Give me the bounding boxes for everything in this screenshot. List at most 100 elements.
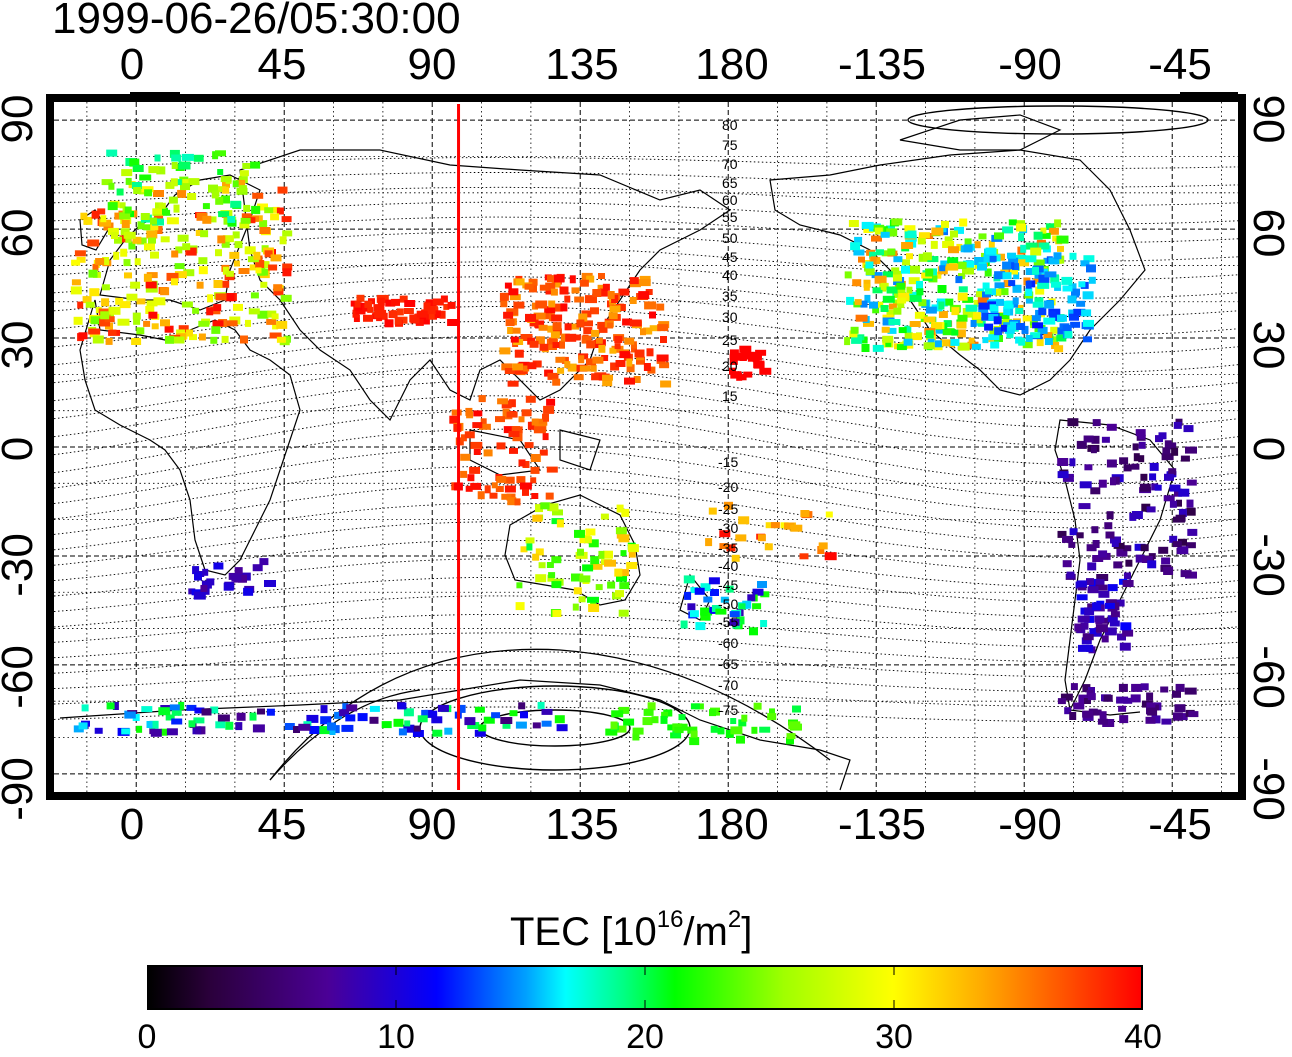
tec-cell bbox=[1090, 709, 1102, 716]
tec-cell bbox=[730, 726, 743, 735]
tec-cell bbox=[1088, 276, 1096, 284]
tec-cell bbox=[892, 270, 902, 278]
tec-cell bbox=[1171, 447, 1179, 456]
tec-cell bbox=[215, 186, 227, 193]
tec-cell bbox=[478, 423, 491, 430]
tec-cell bbox=[1057, 471, 1069, 479]
tec-cell bbox=[495, 486, 504, 492]
tec-cell bbox=[178, 161, 191, 170]
tec-cell bbox=[145, 285, 158, 293]
tec-cell bbox=[954, 262, 967, 270]
tec-cell bbox=[273, 288, 284, 296]
tec-cell bbox=[496, 442, 506, 450]
tec-cell bbox=[238, 268, 250, 274]
tec-cell bbox=[970, 320, 977, 327]
contour-label: 15 bbox=[722, 388, 738, 404]
tec-cell bbox=[440, 295, 448, 303]
tec-cell bbox=[998, 313, 1010, 319]
tec-cell bbox=[1069, 313, 1079, 321]
tec-cell bbox=[1094, 615, 1105, 623]
tec-cell bbox=[1069, 712, 1077, 720]
tec-cell bbox=[1012, 263, 1019, 271]
contour-label: -70 bbox=[718, 677, 739, 693]
tec-cell bbox=[512, 433, 523, 442]
tec-cell bbox=[531, 493, 539, 499]
tec-cell bbox=[121, 220, 130, 228]
tec-cell bbox=[516, 476, 526, 484]
tec-cell bbox=[757, 534, 766, 542]
top-tick-label: -45 bbox=[1148, 40, 1212, 89]
tec-cell bbox=[1033, 259, 1045, 266]
tec-cell bbox=[276, 207, 284, 215]
tec-cell bbox=[644, 301, 657, 310]
contour-label: -40 bbox=[718, 558, 739, 574]
tec-cell bbox=[397, 702, 407, 710]
tec-cell bbox=[1181, 713, 1188, 721]
tec-cell bbox=[1060, 693, 1073, 701]
tec-data-cells bbox=[70, 149, 1199, 746]
tec-cell bbox=[469, 466, 481, 474]
tec-cell bbox=[89, 288, 100, 297]
tec-cell bbox=[345, 714, 356, 722]
tec-cell bbox=[1082, 710, 1094, 718]
tec-cell bbox=[1131, 683, 1143, 692]
tec-cell bbox=[1061, 276, 1073, 285]
tec-cell bbox=[1073, 702, 1085, 710]
tec-cell bbox=[994, 327, 1003, 336]
tec-cell bbox=[182, 243, 191, 251]
tec-cell bbox=[120, 248, 128, 257]
tec-cell bbox=[250, 161, 261, 169]
top-tick-label: 135 bbox=[545, 40, 619, 89]
tec-cell bbox=[250, 292, 259, 299]
tec-cell bbox=[639, 279, 651, 287]
tec-cell bbox=[911, 333, 922, 341]
contour-label: -30 bbox=[718, 520, 739, 536]
tec-cell bbox=[687, 603, 696, 611]
tec-cell bbox=[684, 591, 692, 600]
tec-cell bbox=[177, 189, 187, 198]
tec-cell bbox=[241, 213, 252, 220]
tec-cell bbox=[1124, 572, 1131, 580]
tec-cell bbox=[1056, 314, 1067, 322]
tec-cell bbox=[759, 726, 771, 733]
tec-cell bbox=[451, 409, 462, 416]
tec-cell bbox=[587, 596, 599, 603]
tec-cell bbox=[1034, 272, 1042, 279]
tec-cell bbox=[284, 723, 295, 730]
tec-cell bbox=[211, 190, 219, 199]
tec-cell bbox=[624, 377, 635, 385]
tec-cell bbox=[1087, 603, 1097, 611]
tec-cell bbox=[545, 288, 556, 295]
tec-cell bbox=[1084, 464, 1093, 471]
tec-cell bbox=[109, 329, 117, 336]
tec-cell bbox=[539, 449, 548, 456]
tec-cell bbox=[941, 220, 949, 228]
tec-cell bbox=[626, 358, 633, 367]
tec-cell bbox=[131, 182, 142, 189]
tec-cell bbox=[264, 250, 273, 258]
tec-cell bbox=[478, 395, 486, 402]
tec-cell bbox=[615, 590, 624, 598]
tec-cell bbox=[680, 620, 688, 629]
tec-cell bbox=[1016, 223, 1027, 232]
tec-cell bbox=[988, 240, 995, 248]
tec-cell bbox=[1091, 526, 1099, 534]
tec-cell bbox=[854, 236, 863, 245]
tec-cell bbox=[496, 475, 507, 483]
tec-cell bbox=[85, 301, 95, 308]
tec-cell bbox=[715, 608, 727, 615]
tec-cell bbox=[92, 263, 99, 271]
tec-cell bbox=[631, 344, 637, 353]
tec-cell bbox=[226, 320, 238, 327]
tec-cell bbox=[82, 296, 92, 304]
tec-cell bbox=[1006, 331, 1014, 339]
tec-cell bbox=[114, 236, 122, 244]
tec-cell bbox=[551, 556, 562, 564]
colorbar-tick-label: 0 bbox=[137, 1018, 157, 1056]
tec-cell bbox=[907, 230, 917, 239]
tec-cell bbox=[725, 585, 734, 593]
contour-label: 55 bbox=[722, 209, 738, 225]
tec-cell bbox=[749, 627, 758, 636]
tec-cell bbox=[634, 349, 645, 358]
tec-cell bbox=[592, 356, 604, 364]
